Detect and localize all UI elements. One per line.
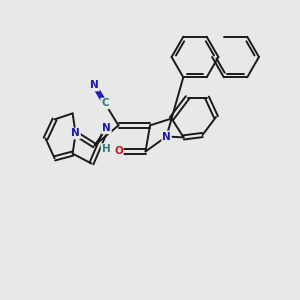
Text: C: C — [101, 98, 109, 109]
Text: N: N — [162, 131, 171, 142]
Text: N: N — [102, 123, 111, 134]
Text: N: N — [90, 80, 99, 91]
Text: N: N — [71, 128, 80, 139]
Text: O: O — [114, 146, 123, 157]
Text: H: H — [101, 144, 110, 154]
